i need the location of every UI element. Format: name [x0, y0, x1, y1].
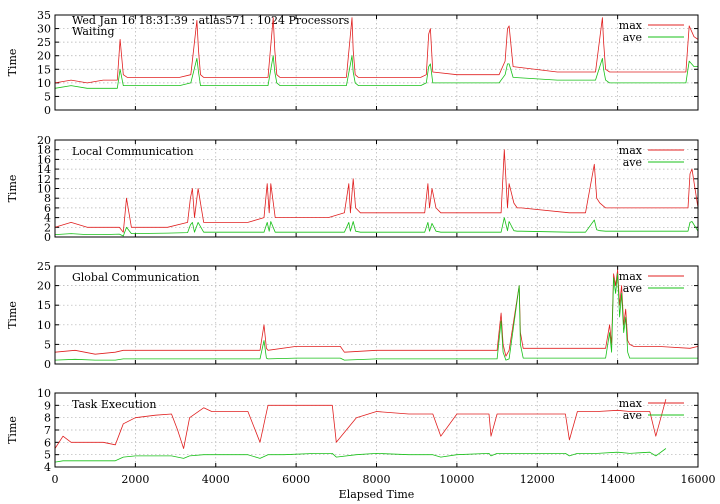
y-tick-label: 6: [44, 202, 51, 215]
x-tick-label: 6000: [282, 473, 310, 486]
y-tick-label: 10: [37, 77, 51, 90]
x-tick-label: 4000: [202, 473, 230, 486]
y-tick-label: 18: [37, 144, 51, 157]
series-line-max: [54, 149, 699, 233]
legend-label-max: max: [619, 270, 643, 283]
y-tick-label: 5: [44, 449, 51, 462]
x-axis-label: Elapsed Time: [339, 488, 415, 501]
chart-header: Wed Jan 16 18:31:39 : atlas571 : 1024 Pr…: [72, 14, 350, 27]
y-tick-label: 0: [44, 231, 51, 244]
y-axis-label: Time: [6, 175, 19, 203]
y-tick-label: 4: [44, 212, 51, 225]
series-line-max: [54, 269, 699, 357]
legend-label-ave: ave: [623, 156, 642, 169]
legend-label-max: max: [619, 144, 643, 157]
legend-label-max: max: [619, 19, 643, 32]
y-tick-label: 5: [44, 338, 51, 351]
x-tick-label: 10000: [439, 473, 474, 486]
y-tick-label: 35: [37, 9, 51, 22]
y-tick-label: 30: [37, 23, 51, 36]
y-tick-label: 9: [44, 399, 51, 412]
y-tick-label: 5: [44, 90, 51, 103]
series-line-ave: [54, 273, 698, 361]
y-tick-label: 0: [44, 358, 51, 371]
legend-label-ave: ave: [623, 31, 642, 44]
y-tick-label: 10: [37, 319, 51, 332]
y-tick-label: 20: [37, 50, 51, 63]
legend-label-max: max: [619, 397, 643, 410]
panel-title: Task Execution: [72, 398, 156, 411]
legend-label-ave: ave: [623, 409, 642, 422]
x-tick-label: 2000: [121, 473, 149, 486]
x-tick-label: 16000: [681, 473, 716, 486]
y-axis-label: Time: [6, 49, 19, 77]
y-tick-label: 15: [37, 63, 51, 76]
panel-title: Global Communication: [72, 271, 200, 284]
y-tick-label: 0: [44, 104, 51, 117]
y-axis-label: Time: [6, 416, 19, 444]
y-tick-label: 7: [44, 424, 51, 437]
panel-frame: [54, 392, 699, 468]
legend-label-ave: ave: [623, 282, 642, 295]
y-tick-label: 4: [44, 461, 51, 474]
y-tick-label: 6: [44, 436, 51, 449]
series-line-ave: [54, 55, 698, 89]
y-tick-label: 10: [37, 183, 51, 196]
series-line-ave: [54, 217, 699, 237]
x-tick-label: 0: [52, 473, 59, 486]
y-tick-label: 12: [37, 173, 51, 186]
panel-title: Waiting: [72, 25, 115, 38]
y-axis-label: Time: [6, 301, 19, 329]
series-line-max: [54, 399, 667, 449]
y-tick-label: 25: [37, 260, 51, 273]
y-tick-label: 20: [37, 134, 51, 147]
panel-frame: [54, 139, 699, 238]
y-tick-label: 10: [37, 387, 51, 400]
y-tick-label: 16: [37, 153, 51, 166]
y-tick-label: 2: [44, 221, 51, 234]
y-tick-label: 20: [37, 280, 51, 293]
panel-frame: [54, 265, 699, 365]
x-tick-label: 12000: [520, 473, 555, 486]
y-tick-label: 14: [37, 163, 51, 176]
y-tick-label: 15: [37, 299, 51, 312]
y-tick-label: 8: [44, 192, 51, 205]
x-tick-label: 8000: [363, 473, 391, 486]
panel-frame: [54, 14, 699, 111]
panel-title: Local Communication: [72, 145, 194, 158]
x-tick-label: 14000: [600, 473, 635, 486]
y-tick-label: 25: [37, 36, 51, 49]
series-line-max: [54, 17, 699, 84]
y-tick-label: 8: [44, 412, 51, 425]
series-line-ave: [54, 448, 667, 463]
